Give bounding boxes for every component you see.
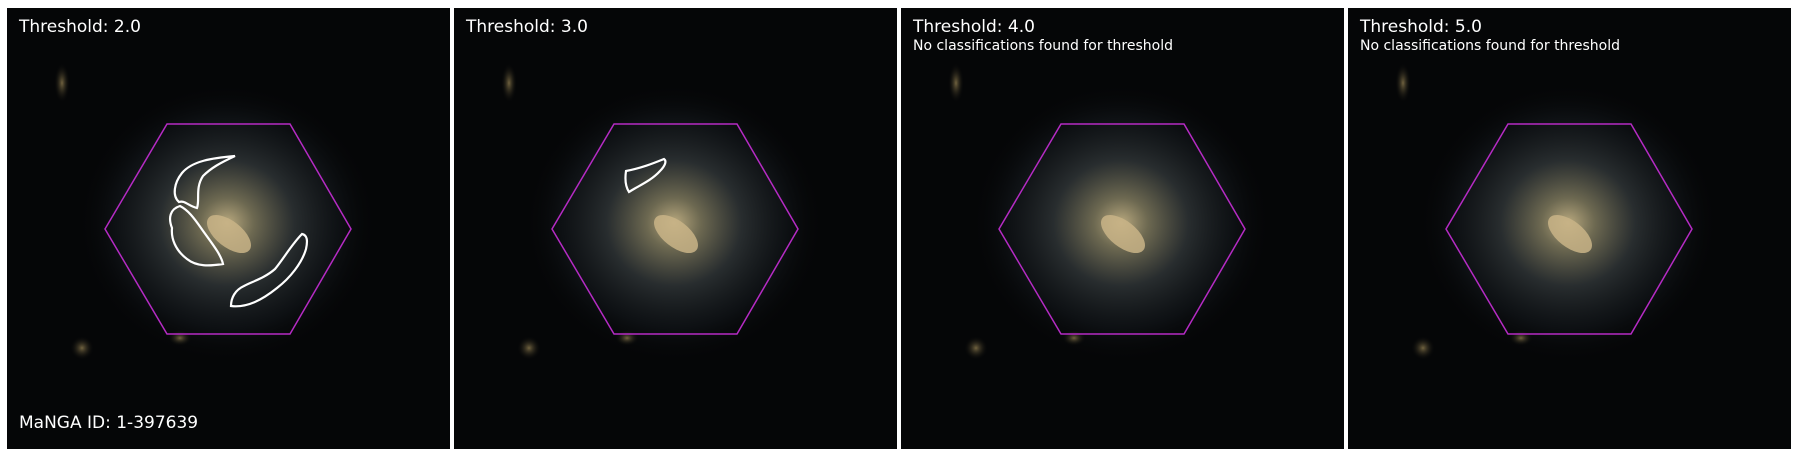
classification-contour <box>624 157 667 194</box>
classification-contour <box>169 204 225 267</box>
background-source <box>70 336 94 360</box>
galaxy-image <box>7 8 450 449</box>
galaxy-panel-4: Threshold: 5.0 No classifications found … <box>1348 8 1791 449</box>
galaxy-image <box>1348 8 1791 449</box>
background-source <box>501 63 517 103</box>
galaxy-image <box>901 8 1344 449</box>
galaxy-core <box>207 214 251 254</box>
classification-contour <box>173 154 236 210</box>
galaxy-image <box>454 8 897 449</box>
background-source <box>964 336 988 360</box>
ifu-hexagon <box>1445 123 1693 335</box>
threshold-title: Threshold: 4.0 <box>913 17 1035 37</box>
ifu-hexagon <box>551 123 799 335</box>
manga-id-label: MaNGA ID: 1-397639 <box>19 413 199 433</box>
galaxy-core <box>654 214 698 254</box>
galaxy-panel-1: Threshold: 2.0 MaNGA ID: 1-397639 <box>7 8 450 449</box>
background-source <box>517 336 541 360</box>
classification-contour <box>229 232 309 308</box>
threshold-title: Threshold: 3.0 <box>466 17 588 37</box>
galaxy-panel-2: Threshold: 3.0 <box>454 8 897 449</box>
ifu-hexagon <box>998 123 1246 335</box>
background-source <box>1411 336 1435 360</box>
background-source <box>948 63 964 103</box>
background-source <box>168 330 192 346</box>
galaxy-core <box>1548 214 1592 254</box>
background-source <box>1509 330 1533 346</box>
background-source <box>54 63 70 103</box>
galaxy-panel-3: Threshold: 4.0 No classifications found … <box>901 8 1344 449</box>
galaxy-core <box>1101 214 1145 254</box>
background-source <box>1395 63 1411 103</box>
threshold-title: Threshold: 2.0 <box>19 17 141 37</box>
background-source <box>1062 330 1086 346</box>
no-classification-message: No classifications found for threshold <box>913 38 1173 54</box>
no-classification-message: No classifications found for threshold <box>1360 38 1620 54</box>
ifu-hexagon <box>104 123 352 335</box>
threshold-title: Threshold: 5.0 <box>1360 17 1482 37</box>
background-source <box>615 330 639 346</box>
